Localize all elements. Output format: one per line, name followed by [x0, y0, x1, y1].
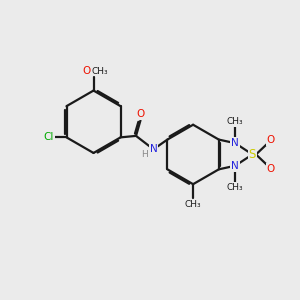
Text: CH₃: CH₃	[227, 117, 244, 126]
Text: CH₃: CH₃	[227, 183, 244, 192]
Text: N: N	[231, 161, 239, 171]
Text: Cl: Cl	[44, 132, 54, 142]
Text: O: O	[267, 135, 275, 145]
Text: O: O	[136, 109, 145, 119]
Text: O: O	[267, 164, 275, 174]
Text: H: H	[142, 150, 148, 159]
Text: CH₃: CH₃	[185, 200, 201, 209]
Text: CH₃: CH₃	[92, 67, 108, 76]
Text: N: N	[231, 138, 239, 148]
Text: S: S	[249, 148, 256, 161]
Text: N: N	[150, 144, 158, 154]
Text: O: O	[83, 66, 91, 76]
